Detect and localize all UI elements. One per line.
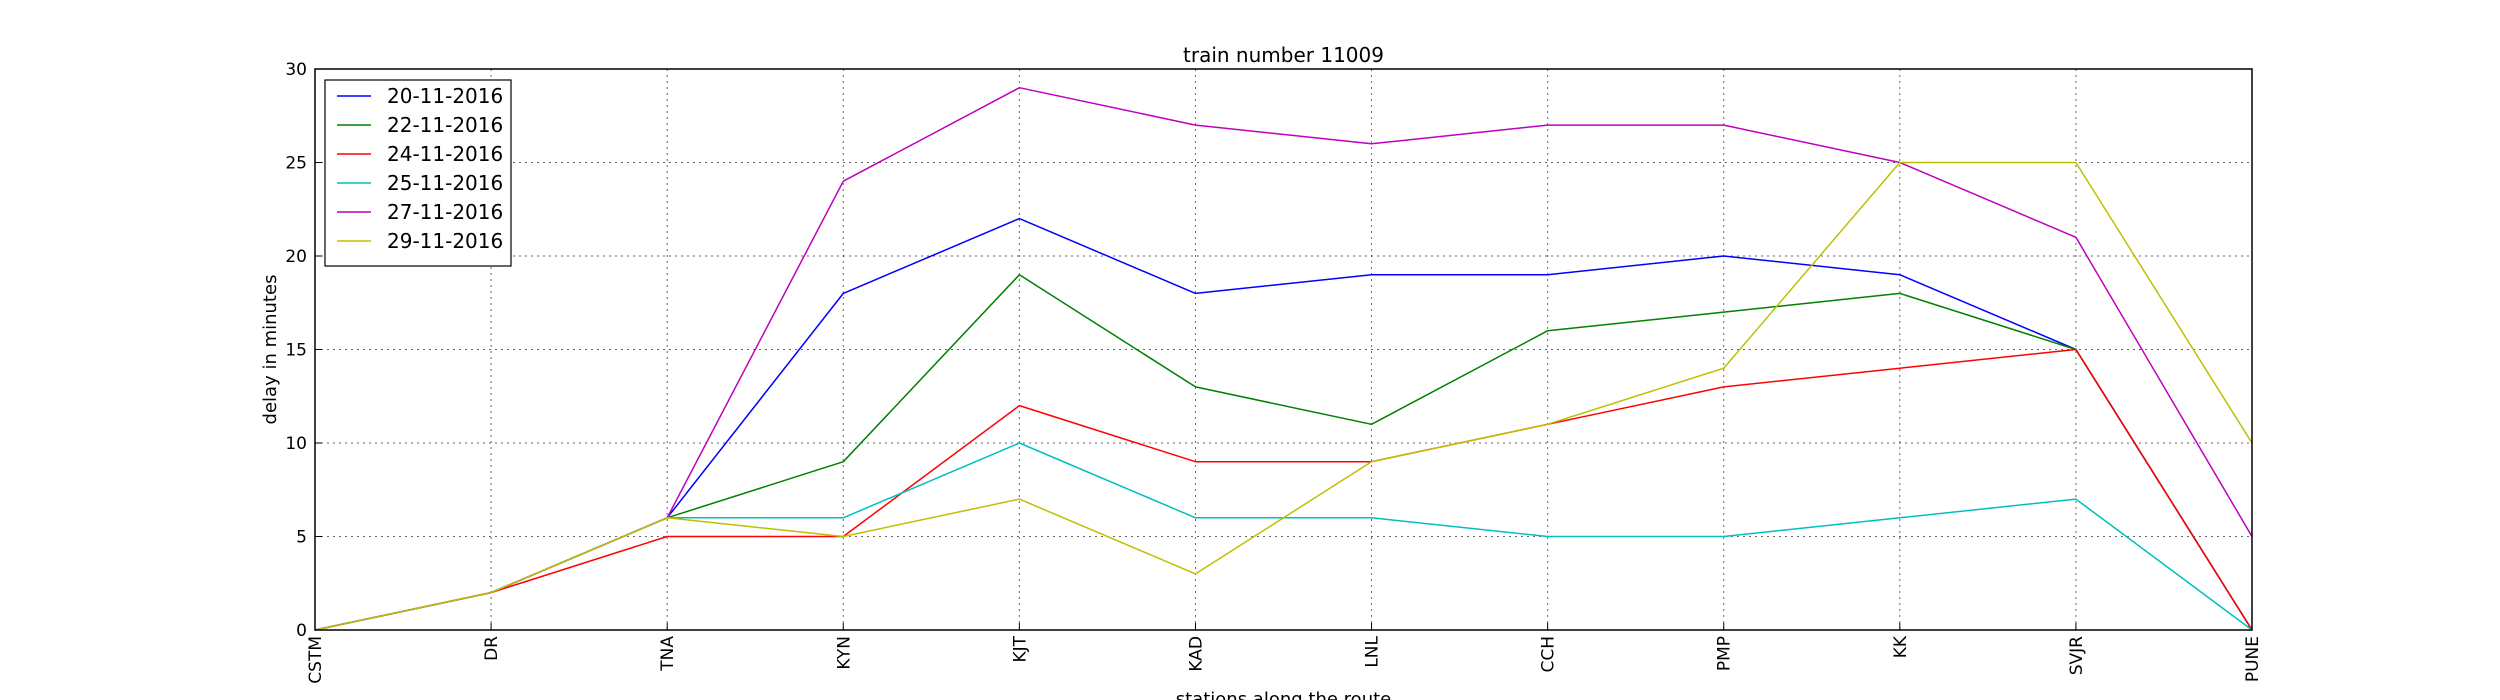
y-tick-label: 25 xyxy=(285,154,307,174)
legend-entry: 24-11-2016 xyxy=(387,142,503,166)
x-tick-label: KAD xyxy=(1186,636,1206,672)
legend: 20-11-2016 22-11-2016 24-11-2016 25-11-2016… xyxy=(324,79,512,267)
axis-ticks: 0 5 10 15 20 25 30 CSTM DR TNA KYN KJT KAD LNL CCH PMP K… xyxy=(285,60,2263,684)
y-tick-label: 5 xyxy=(296,528,307,548)
series-line xyxy=(314,273,2253,631)
legend-entry: 22-11-2016 xyxy=(387,113,503,137)
series-line xyxy=(314,348,2253,631)
y-tick-label: 15 xyxy=(285,341,307,361)
x-tick-label: KK xyxy=(1891,635,1911,658)
x-axis-title: stations along the route xyxy=(1176,689,1391,700)
x-tick-label: CCH xyxy=(1539,636,1559,673)
y-tick-label: 30 xyxy=(285,60,307,80)
plot-area xyxy=(314,68,2253,631)
legend-entry: 27-11-2016 xyxy=(387,200,503,224)
series-lines xyxy=(314,86,2253,631)
chart-title: train number 11009 xyxy=(1183,43,1384,67)
series-line xyxy=(314,442,2253,631)
x-tick-label: DR xyxy=(482,636,502,661)
series-line xyxy=(314,86,2253,631)
x-tick-label: LNL xyxy=(1363,635,1383,667)
x-tick-label: PMP xyxy=(1715,636,1735,671)
x-tick-label: KJT xyxy=(1010,635,1030,662)
x-tick-label: CSTM xyxy=(306,636,326,684)
y-tick-label: 0 xyxy=(296,621,307,641)
grid xyxy=(314,68,2253,631)
y-tick-label: 20 xyxy=(285,247,307,267)
series-line xyxy=(314,161,2253,631)
legend-entry: 20-11-2016 xyxy=(387,84,503,108)
x-tick-label: PUNE xyxy=(2243,636,2263,682)
legend-entry: 29-11-2016 xyxy=(387,229,503,253)
legend-frame xyxy=(324,79,512,267)
legend-entry: 25-11-2016 xyxy=(387,171,503,195)
series-line xyxy=(314,217,2253,631)
y-tick-label: 10 xyxy=(285,434,307,454)
x-tick-label: TNA xyxy=(658,636,678,672)
x-tick-label: KYN xyxy=(834,636,854,670)
x-tick-label: SVJR xyxy=(2067,636,2087,675)
y-axis-title: delay in minutes xyxy=(260,275,281,425)
